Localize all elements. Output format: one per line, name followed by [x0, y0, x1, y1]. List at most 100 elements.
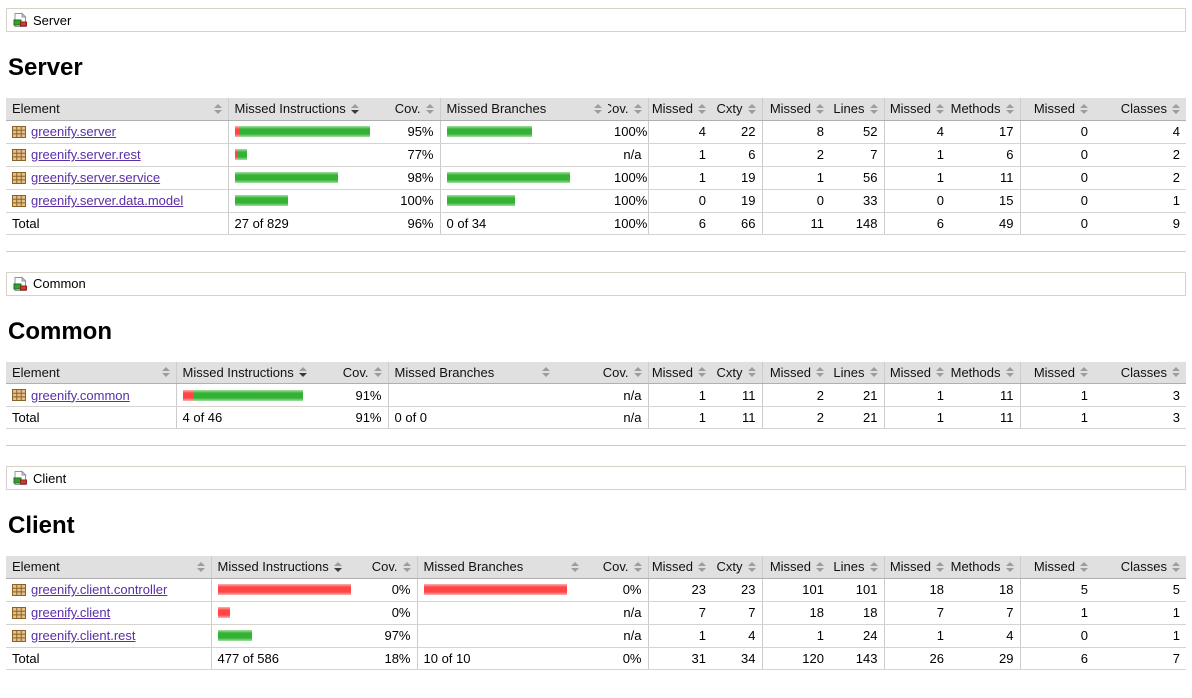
column-header-content: Cxty — [717, 365, 756, 380]
package-link[interactable]: greenify.server.rest — [31, 147, 141, 162]
column-header-cov-2[interactable]: Cov. — [371, 556, 417, 579]
coverage-table-server: Element Missed Instructions Cov. Missed Bra… — [6, 98, 1186, 235]
package-link[interactable]: greenify.client — [31, 605, 111, 620]
column-header-content: Methods — [951, 559, 1014, 574]
column-header-missed-11[interactable]: Missed — [1019, 98, 1094, 121]
coverage-table-client: Element Missed Instructions Cov. Missed Bra… — [6, 556, 1186, 670]
total-metric-cell: 1 — [1019, 406, 1094, 429]
missed-bar — [217, 584, 351, 595]
breadcrumb-server: Server — [6, 8, 1186, 32]
metric-cell: 0 — [647, 189, 712, 213]
package-link[interactable]: greenify.server.data.model — [31, 193, 184, 208]
column-header-label: Missed — [1033, 101, 1075, 117]
column-header-cov-4[interactable]: Cov. — [608, 98, 648, 121]
column-header-classes-12[interactable]: Classes — [1094, 361, 1186, 384]
metric-cell: 1 — [761, 166, 830, 190]
column-header-lines-8[interactable]: Lines — [830, 361, 884, 384]
column-header-element-0[interactable]: Element — [6, 556, 211, 579]
column-header-label: Cov. — [602, 559, 629, 575]
metric-cell: 4 — [1094, 120, 1186, 144]
package-link[interactable]: greenify.server — [31, 124, 117, 139]
column-header-methods-10[interactable]: Methods — [950, 361, 1020, 384]
section-separator — [6, 250, 1186, 252]
sort-icon — [633, 367, 642, 378]
sort-icon — [869, 103, 878, 114]
package-link[interactable]: greenify.common — [31, 387, 130, 403]
column-header-missed-9[interactable]: Missed — [883, 361, 950, 384]
column-header-label: Cxty — [716, 101, 743, 117]
coverage-bar — [234, 144, 389, 166]
total-instructions-coverage: 91% — [342, 406, 388, 429]
metric-cell: 1 — [883, 383, 950, 407]
covered-bar — [446, 126, 532, 137]
column-header-missed-5[interactable]: Missed — [647, 556, 712, 579]
column-header-label: Element — [12, 559, 60, 575]
package-link[interactable]: greenify.client.controller — [31, 582, 168, 597]
metric-cell: 18 — [883, 578, 950, 602]
column-header-missed-7[interactable]: Missed — [761, 556, 830, 579]
column-header-label: Classes — [1120, 559, 1167, 575]
column-header-content: Classes — [1100, 559, 1180, 574]
column-header-label: Element — [12, 364, 60, 380]
total-row: Total 27 of 829 96% 0 of 34 100% 6 66 11 148 6 49 0… — [6, 212, 1186, 235]
metric-cell: 4 — [647, 120, 712, 144]
column-header-cov-2[interactable]: Cov. — [342, 361, 388, 384]
covered-bar — [446, 172, 570, 183]
column-header-lines-8[interactable]: Lines — [830, 98, 884, 121]
total-metric-cell: 6 — [883, 212, 950, 235]
column-header-missed-9[interactable]: Missed — [883, 556, 950, 579]
instructions-bar-cell — [227, 143, 394, 167]
column-header-missed-instructions-1[interactable]: Missed Instructions — [175, 361, 342, 384]
coverage-bar — [182, 384, 337, 406]
sort-icon — [402, 561, 411, 572]
sort-icon — [1080, 561, 1088, 572]
column-header-cov-2[interactable]: Cov. — [394, 98, 440, 121]
metric-cell: 1 — [1019, 383, 1094, 407]
total-metric-cell: 3 — [1094, 406, 1186, 429]
column-header-missed-11[interactable]: Missed — [1019, 556, 1094, 579]
column-header-missed-instructions-1[interactable]: Missed Instructions — [227, 98, 394, 121]
column-header-missed-branches-3[interactable]: Missed Branches — [416, 556, 585, 579]
column-header-missed-9[interactable]: Missed — [883, 98, 950, 121]
column-header-element-0[interactable]: Element — [6, 98, 228, 121]
package-link[interactable]: greenify.client.rest — [31, 628, 136, 643]
column-header-missed-instructions-1[interactable]: Missed Instructions — [210, 556, 371, 579]
column-header-cxty-6[interactable]: Cxty — [712, 98, 762, 121]
column-header-missed-5[interactable]: Missed — [647, 361, 712, 384]
column-header-classes-12[interactable]: Classes — [1094, 556, 1186, 579]
column-header-element-0[interactable]: Element — [6, 361, 176, 384]
instructions-bar-cell — [210, 578, 371, 602]
instructions-coverage: 95% — [394, 120, 440, 144]
column-header-content: Cov. — [608, 101, 642, 116]
column-header-missed-5[interactable]: Missed — [647, 98, 712, 121]
column-header-content: Cov. — [562, 365, 642, 380]
column-header-missed-11[interactable]: Missed — [1019, 361, 1094, 384]
metric-cell: 23 — [647, 578, 712, 602]
column-header-lines-8[interactable]: Lines — [830, 556, 884, 579]
metric-cell: 1 — [1094, 601, 1186, 625]
column-header-classes-12[interactable]: Classes — [1094, 98, 1186, 121]
total-instructions: 477 of 586 — [210, 647, 371, 670]
column-header-content: Missed — [652, 365, 706, 380]
column-header-cov-4[interactable]: Cov. — [585, 556, 648, 579]
sort-icon — [1080, 367, 1088, 378]
column-header-missed-7[interactable]: Missed — [761, 361, 830, 384]
package-link[interactable]: greenify.server.service — [31, 170, 161, 185]
column-header-missed-branches-3[interactable]: Missed Branches — [439, 98, 608, 121]
sort-icon — [816, 367, 824, 378]
column-header-missed-7[interactable]: Missed — [761, 98, 830, 121]
metric-cell: 21 — [830, 383, 884, 407]
column-header-cov-4[interactable]: Cov. — [556, 361, 648, 384]
missed-bar — [182, 389, 193, 401]
table-row: greenify.client 0% n/a 7 7 18 18 7 7 1 1 — [6, 601, 1186, 625]
branches-bar-cell — [416, 624, 585, 648]
column-header-methods-10[interactable]: Methods — [950, 556, 1020, 579]
column-header-cxty-6[interactable]: Cxty — [712, 556, 762, 579]
column-header-missed-branches-3[interactable]: Missed Branches — [387, 361, 556, 384]
branches-coverage: n/a — [608, 143, 648, 167]
column-header-methods-10[interactable]: Methods — [950, 98, 1020, 121]
package-entry: greenify.server.data.model — [12, 193, 222, 208]
total-metric-cell: 49 — [950, 212, 1020, 235]
covered-bar — [239, 126, 370, 137]
column-header-cxty-6[interactable]: Cxty — [712, 361, 762, 384]
